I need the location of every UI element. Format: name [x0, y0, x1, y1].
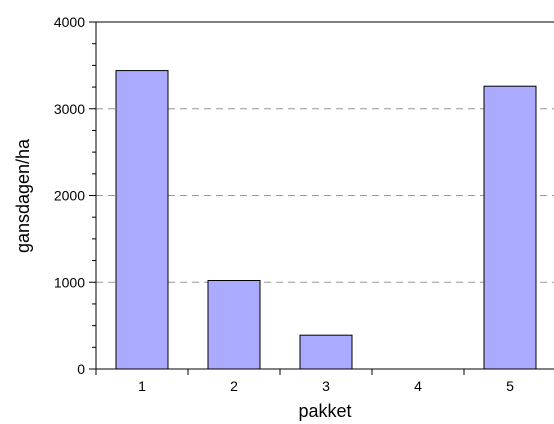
x-axis-title: pakket	[298, 401, 351, 421]
x-tick-label: 1	[138, 378, 146, 394]
y-axis-title: gansdagen/ha	[13, 138, 33, 253]
x-tick-label: 2	[230, 378, 238, 394]
bar-3	[299, 334, 353, 370]
x-tick-label: 5	[506, 378, 514, 394]
y-tick-label: 4000	[54, 14, 85, 30]
bar-5	[483, 85, 537, 370]
x-tick-label: 3	[322, 378, 330, 394]
bar-2	[207, 280, 261, 370]
bars	[115, 70, 537, 370]
x-ticks: 1 2 3 4 5	[95, 369, 514, 394]
y-ticks: 0 1000 2000 3000 4000	[54, 14, 96, 377]
y-tick-label: 2000	[54, 188, 85, 204]
x-tick-label: 4	[414, 378, 422, 394]
bar-1	[115, 70, 169, 370]
y-tick-label: 1000	[54, 274, 85, 290]
y-tick-label: 3000	[54, 101, 85, 117]
y-tick-label: 0	[77, 361, 85, 377]
gridlines	[96, 108, 554, 283]
